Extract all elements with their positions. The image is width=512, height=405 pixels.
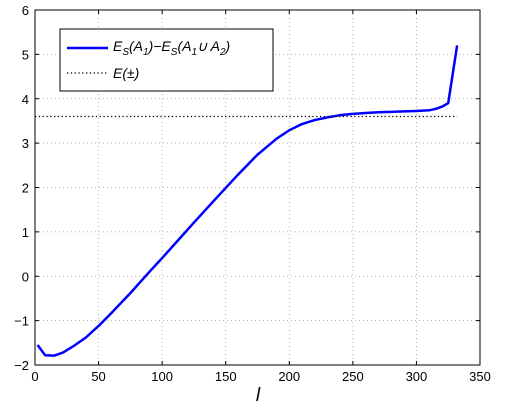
x-tick-label: 200 [278, 369, 300, 384]
y-tick-label: 4 [22, 92, 29, 107]
x-tick-label: 50 [91, 369, 105, 384]
y-tick-label: 2 [22, 181, 29, 196]
x-axis-label: l [256, 385, 261, 405]
y-tick-label: −1 [14, 314, 29, 329]
series [35, 45, 459, 357]
legend-box [59, 28, 274, 92]
x-tick-label: 100 [151, 369, 173, 384]
y-tick-label: 6 [22, 3, 29, 18]
axis-ticks: 0 50 100 150 200 250 300 350 −2 −1 0 1 2 3 4 5 6 [14, 3, 491, 384]
legend-label-difference: ES(A1)−ES(A1∪ A2) [113, 38, 230, 58]
y-tick-label: 1 [22, 225, 29, 240]
x-tick-label: 300 [406, 369, 428, 384]
y-tick-label: 3 [22, 136, 29, 151]
legend: ES(A1)−ES(A1∪ A2) E(±) [59, 28, 274, 92]
series-line-difference [36, 45, 459, 357]
y-tick-label: 5 [22, 47, 29, 62]
legend-label-e-pm: E(±) [113, 65, 139, 81]
x-tick-label: 0 [31, 369, 38, 384]
y-tick-label: −2 [14, 358, 29, 373]
y-tick-label: 0 [22, 269, 29, 284]
x-tick-label: 250 [342, 369, 364, 384]
x-tick-label: 350 [469, 369, 491, 384]
x-tick-label: 150 [215, 369, 237, 384]
